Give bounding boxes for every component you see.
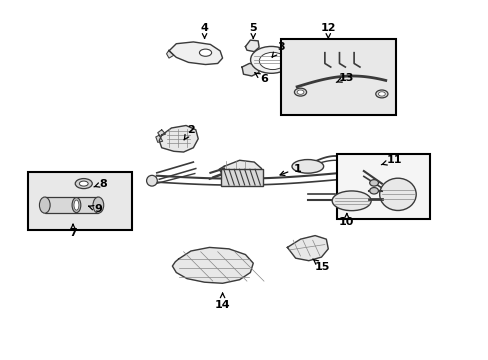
Bar (336, 154, 429, 220)
Ellipse shape (93, 197, 103, 213)
Ellipse shape (291, 159, 323, 173)
Ellipse shape (75, 179, 92, 189)
Ellipse shape (375, 90, 387, 98)
Ellipse shape (74, 200, 79, 210)
Bar (45, 197, 98, 213)
Text: 1: 1 (280, 163, 301, 175)
Text: 10: 10 (338, 213, 354, 227)
Text: 4: 4 (200, 23, 208, 39)
Polygon shape (166, 50, 174, 58)
Ellipse shape (259, 52, 285, 69)
Text: 7: 7 (69, 224, 77, 238)
Ellipse shape (146, 175, 157, 186)
Ellipse shape (199, 49, 211, 56)
Ellipse shape (79, 181, 88, 186)
Text: 8: 8 (94, 179, 107, 189)
Text: 2: 2 (183, 125, 194, 140)
Ellipse shape (379, 178, 415, 211)
Bar (28, 172, 132, 230)
Bar (281, 40, 395, 116)
Ellipse shape (297, 90, 304, 94)
Polygon shape (156, 135, 163, 142)
Polygon shape (287, 235, 327, 261)
Polygon shape (159, 126, 198, 152)
Text: 11: 11 (381, 155, 402, 165)
Bar (221, 168, 262, 186)
Polygon shape (245, 40, 259, 51)
Text: 12: 12 (320, 23, 335, 39)
Text: 6: 6 (254, 73, 267, 84)
Ellipse shape (369, 188, 378, 194)
Ellipse shape (369, 180, 378, 186)
Polygon shape (158, 130, 165, 136)
Text: 15: 15 (312, 259, 329, 272)
Ellipse shape (72, 198, 81, 213)
Polygon shape (242, 63, 259, 76)
Text: 5: 5 (249, 23, 257, 39)
Polygon shape (219, 160, 261, 181)
Text: 9: 9 (88, 204, 102, 215)
Ellipse shape (250, 46, 291, 73)
Text: 14: 14 (214, 293, 230, 310)
Polygon shape (172, 247, 253, 283)
Ellipse shape (331, 191, 370, 211)
Text: 13: 13 (336, 73, 354, 83)
Ellipse shape (378, 92, 385, 96)
Ellipse shape (40, 197, 50, 213)
Polygon shape (169, 42, 222, 64)
Text: 3: 3 (272, 42, 285, 57)
Ellipse shape (294, 88, 306, 96)
